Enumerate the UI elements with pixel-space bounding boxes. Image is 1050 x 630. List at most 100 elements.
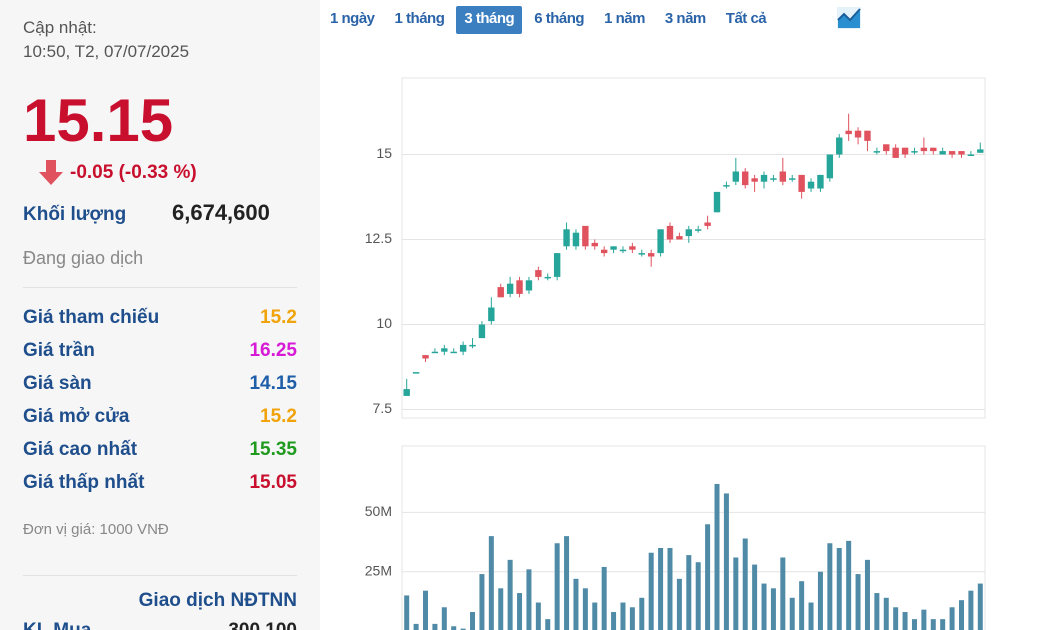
volume-bar — [855, 574, 861, 630]
volume-bar — [451, 626, 457, 630]
chart-type-icon[interactable] — [836, 6, 862, 30]
volume-bar — [582, 588, 588, 630]
stat-row: Giá mở cửa 15.2 — [23, 406, 297, 428]
candle-body — [553, 253, 561, 277]
volume-bar — [752, 564, 758, 630]
candle-body — [478, 324, 486, 339]
candle-body — [911, 151, 918, 153]
volume-bar — [977, 583, 983, 630]
range-tabs: 1 ngày 1 tháng 3 tháng 6 tháng 1 năm 3 năm Tất… — [322, 6, 774, 34]
candle-body — [459, 344, 467, 352]
volume-bar — [799, 581, 805, 630]
range-tab[interactable]: 1 năm — [604, 10, 645, 27]
range-tab[interactable]: 1 ngày — [330, 10, 375, 27]
stat-row: Giá thấp nhất 15.05 — [23, 472, 297, 494]
stat-value: 15.35 — [249, 439, 297, 460]
volume-bar — [780, 557, 786, 630]
stat-label: Giá sàn — [23, 373, 92, 394]
candle-body — [572, 232, 580, 247]
status: Đang giao dịch — [23, 248, 144, 268]
stat-value: 16.25 — [249, 340, 297, 361]
candle-body — [930, 147, 937, 152]
stat-value: 15.2 — [260, 307, 297, 328]
volume-bar — [545, 619, 551, 630]
candle-body — [798, 174, 805, 192]
candle-body — [516, 280, 523, 294]
candle-body — [864, 130, 871, 141]
volume-bar — [705, 524, 711, 630]
stat-label: Giá thấp nhất — [23, 472, 145, 493]
range-tab[interactable]: 3 năm — [664, 10, 706, 27]
stat-row: Giá cao nhất 15.35 — [23, 439, 297, 461]
volume-value: 6,674,600 — [172, 200, 270, 225]
volume-bar — [423, 590, 429, 630]
volume-bar — [498, 588, 504, 630]
volume-bar — [629, 607, 635, 630]
volume-bar — [902, 612, 908, 630]
candle-body — [591, 242, 598, 247]
range-tab[interactable]: 3 tháng — [456, 6, 523, 34]
stat-value: 14.15 — [249, 373, 297, 394]
volume-bar — [507, 559, 513, 630]
volume-bar — [639, 597, 645, 630]
candle-body — [676, 236, 683, 240]
volume-bar — [714, 483, 720, 630]
volume-bar — [893, 607, 899, 630]
candle-body — [845, 130, 852, 135]
volume-bar — [836, 547, 842, 630]
candle-body — [779, 171, 787, 182]
candle-body — [948, 151, 956, 155]
volume-bar — [611, 612, 617, 630]
volume-bar — [601, 566, 607, 630]
range-tab[interactable]: 6 tháng — [534, 10, 585, 27]
volume-bar — [441, 607, 447, 630]
stat-label: Giá trần — [23, 340, 95, 361]
candle-body — [412, 372, 420, 374]
y-tick-label: 15 — [376, 145, 392, 161]
range-tab[interactable]: Tất cả — [725, 10, 767, 27]
candle-body — [854, 130, 862, 138]
stat-row: Giá tham chiếu 15.2 — [23, 307, 297, 329]
separator — [23, 575, 297, 576]
volume-bar — [808, 602, 814, 630]
volume-bar — [949, 607, 955, 630]
volume-bar — [827, 543, 833, 630]
volume-bar — [723, 493, 729, 630]
volume-bar — [958, 600, 964, 630]
volume-label: Khối lượng — [23, 204, 127, 225]
candle-body — [582, 225, 589, 247]
candle-body — [817, 174, 824, 189]
candle-body — [619, 249, 627, 252]
foreign-title-text: Giao dịch NĐTNN — [138, 590, 297, 611]
volume-bar — [686, 555, 692, 630]
plot-frame — [401, 77, 986, 419]
candle-body — [647, 253, 655, 257]
unit-note: Đơn vị giá: 1000 VNĐ — [23, 521, 169, 538]
volume-bar — [695, 562, 701, 630]
candle-body — [892, 147, 899, 158]
volume-bar — [432, 623, 438, 630]
candle-body — [939, 151, 946, 155]
volume-bar — [846, 540, 852, 630]
candle-body — [403, 389, 410, 396]
candle-body — [977, 149, 984, 153]
down-arrow-icon — [39, 160, 63, 185]
volume-bar — [742, 538, 748, 630]
candle-body — [807, 181, 815, 189]
candle-body — [525, 280, 533, 291]
volume-bar — [488, 536, 494, 630]
volume-bar — [479, 574, 485, 630]
candle-body — [629, 246, 636, 250]
range-tab[interactable]: 1 tháng — [394, 10, 445, 27]
volume-bar — [676, 578, 682, 630]
candle-body — [497, 287, 504, 298]
candle-body — [742, 171, 749, 186]
stat-label: Giá mở cửa — [23, 406, 130, 427]
candle-body — [450, 351, 457, 354]
candle-body — [704, 222, 711, 226]
volume-bar — [554, 543, 560, 630]
volume-bar — [940, 619, 946, 630]
volume-bar — [968, 590, 974, 630]
stat-value: 15.2 — [260, 406, 297, 427]
